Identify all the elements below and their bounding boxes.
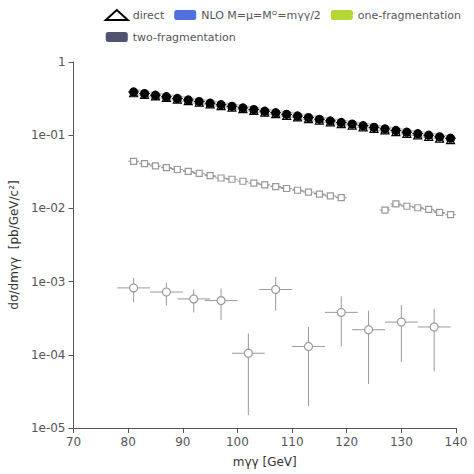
svg-text:110: 110 (281, 435, 304, 449)
svg-text:130: 130 (390, 435, 413, 449)
svg-text:NLO M=μ=Mᴼ=mγγ/2: NLO M=μ=Mᴼ=mγγ/2 (201, 9, 321, 22)
svg-text:1: 1 (58, 55, 66, 69)
svg-text:mγγ [GeV]: mγγ [GeV] (233, 455, 297, 469)
svg-text:dσ/dmγγ [pb/GeV/c²]: dσ/dmγγ [pb/GeV/c²] (7, 180, 21, 309)
svg-text:140: 140 (445, 435, 468, 449)
svg-text:1e-03: 1e-03 (31, 275, 66, 289)
svg-text:120: 120 (335, 435, 358, 449)
svg-text:1e-05: 1e-05 (31, 421, 66, 435)
svg-text:1e-01: 1e-01 (31, 128, 66, 142)
svg-text:80: 80 (121, 435, 136, 449)
svg-text:70: 70 (66, 435, 81, 449)
svg-text:1e-04: 1e-04 (31, 348, 66, 362)
svg-text:two-fragmentation: two-fragmentation (133, 31, 236, 44)
svg-text:100: 100 (226, 435, 249, 449)
svg-text:90: 90 (175, 435, 190, 449)
svg-text:one-fragmentation: one-fragmentation (358, 9, 461, 22)
svg-text:direct: direct (133, 9, 165, 22)
svg-text:1e-02: 1e-02 (31, 201, 66, 215)
